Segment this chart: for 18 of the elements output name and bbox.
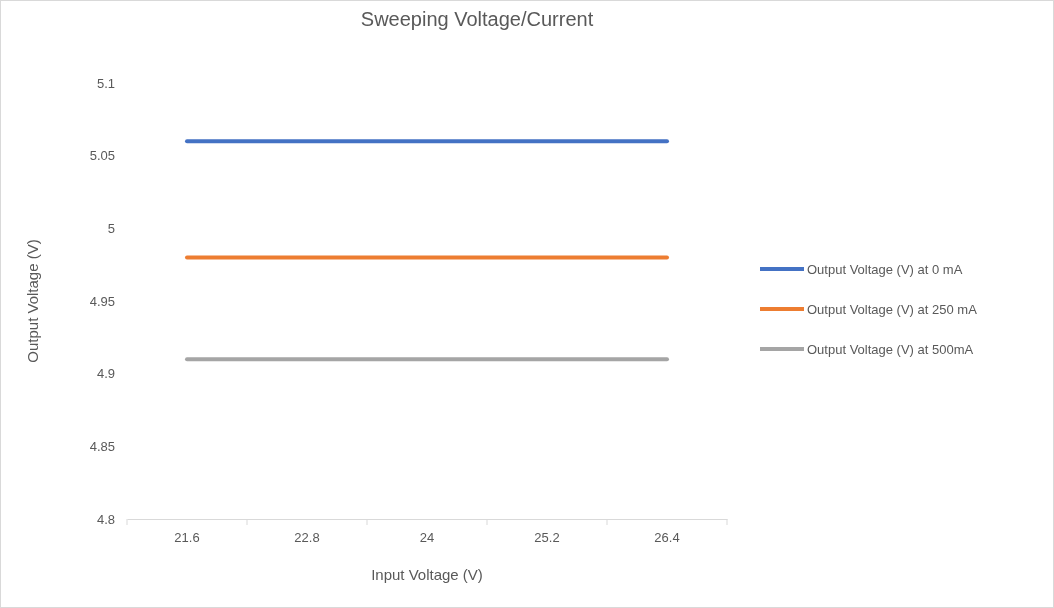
y-tick-label: 5.1 (96, 75, 115, 91)
x-tick-label: 25.2 (534, 530, 560, 546)
y-tick-label: 5.05 (89, 148, 115, 164)
chart-title: Sweeping Voltage/Current (360, 8, 594, 30)
legend-label: Output Voltage (V) at 500mA (807, 342, 974, 357)
y-axis-title: Output Voltage (V) (24, 239, 41, 363)
y-tick-label: 5 (107, 220, 115, 236)
y-tick-label: 4.9 (96, 366, 115, 382)
legend-label: Output Voltage (V) at 250 mA (807, 302, 978, 317)
x-tick-label: 22.8 (294, 530, 320, 546)
x-tick-label: 24 (419, 530, 435, 546)
x-axis-title: Input Voltage (V) (371, 566, 483, 583)
x-tick-label: 26.4 (654, 530, 680, 546)
x-tick-label: 21.6 (174, 530, 200, 546)
y-tick-label: 4.8 (96, 511, 115, 527)
y-tick-label: 4.85 (89, 438, 115, 454)
legend-label: Output Voltage (V) at 0 mA (807, 262, 963, 277)
y-tick-label: 4.95 (89, 293, 115, 309)
